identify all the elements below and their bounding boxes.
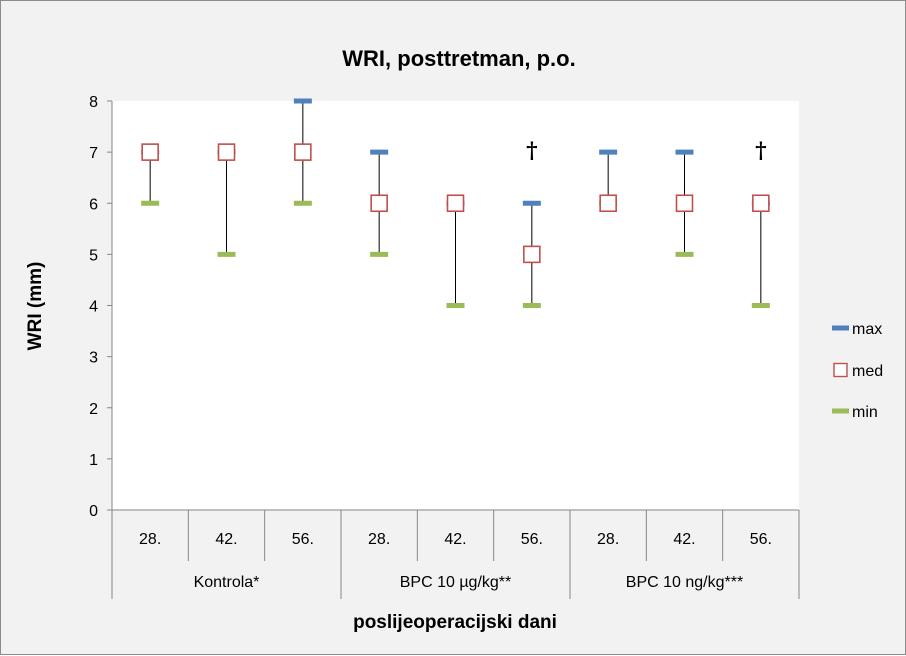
y-tick-label: 4 xyxy=(89,299,98,316)
y-tick-label: 6 xyxy=(89,196,98,213)
x-axis-title: poslijeoperacijski dani xyxy=(353,612,557,633)
x-tick-label: 56. xyxy=(521,531,543,548)
min-point xyxy=(141,200,160,206)
max-point xyxy=(522,200,541,206)
max-point xyxy=(293,98,312,104)
axes: 0 1 2 3 4 5 6 7 8 28. 42. 56. 28. 42. 56. 28. 42. 56. Kont… xyxy=(89,94,800,599)
significance-annotation: † xyxy=(526,138,538,164)
min-point xyxy=(675,251,694,257)
min-point xyxy=(370,251,389,257)
y-tick-label: 8 xyxy=(89,94,98,111)
marks: † † xyxy=(141,98,770,308)
x-group-label: BPC 10 ng/kg*** xyxy=(626,574,743,591)
x-group-label: BPC 10 µg/kg** xyxy=(400,574,512,591)
y-tick-label: 3 xyxy=(89,350,98,367)
min-point xyxy=(751,303,770,308)
max-point xyxy=(599,149,618,155)
min-point xyxy=(522,303,541,308)
med-point xyxy=(141,143,159,161)
med-point xyxy=(523,245,541,264)
y-tick-label: 2 xyxy=(89,401,98,418)
x-tick-label: 28. xyxy=(597,531,619,548)
y-tick-label: 0 xyxy=(89,503,98,520)
med-point xyxy=(217,143,236,161)
x-tick-label: 56. xyxy=(292,531,314,548)
legend-label-min: min xyxy=(852,404,878,421)
significance-annotation: † xyxy=(755,138,767,164)
legend: max med min xyxy=(832,321,883,421)
min-point xyxy=(446,303,465,308)
x-group-label: Kontrola* xyxy=(194,574,260,591)
min-point xyxy=(293,200,312,206)
med-point xyxy=(675,194,694,213)
med-point xyxy=(370,194,388,213)
med-point xyxy=(752,194,770,213)
legend-label-max: max xyxy=(852,321,882,338)
med-point xyxy=(446,194,465,213)
y-tick-label: 5 xyxy=(89,247,98,264)
y-tick-label: 1 xyxy=(89,452,98,469)
x-tick-label: 42. xyxy=(673,531,695,548)
max-point xyxy=(370,149,389,155)
med-point xyxy=(294,143,312,161)
min-point xyxy=(217,251,236,257)
x-tick-label: 42. xyxy=(215,531,237,548)
y-tick-label: 7 xyxy=(89,145,98,162)
legend-label-med: med xyxy=(852,363,883,380)
legend-marker-min xyxy=(832,408,849,414)
x-tick-label: 56. xyxy=(750,531,772,548)
x-tick-label: 28. xyxy=(139,531,161,548)
x-tick-label: 28. xyxy=(368,531,390,548)
y-axis-title: WRI (mm) xyxy=(25,262,46,351)
med-point xyxy=(599,194,617,213)
chart-title: WRI, posttretman, p.o. xyxy=(342,46,575,71)
x-tick-label: 42. xyxy=(444,531,466,548)
max-point xyxy=(675,149,694,155)
legend-marker-med xyxy=(833,362,848,378)
legend-marker-max xyxy=(832,325,849,331)
